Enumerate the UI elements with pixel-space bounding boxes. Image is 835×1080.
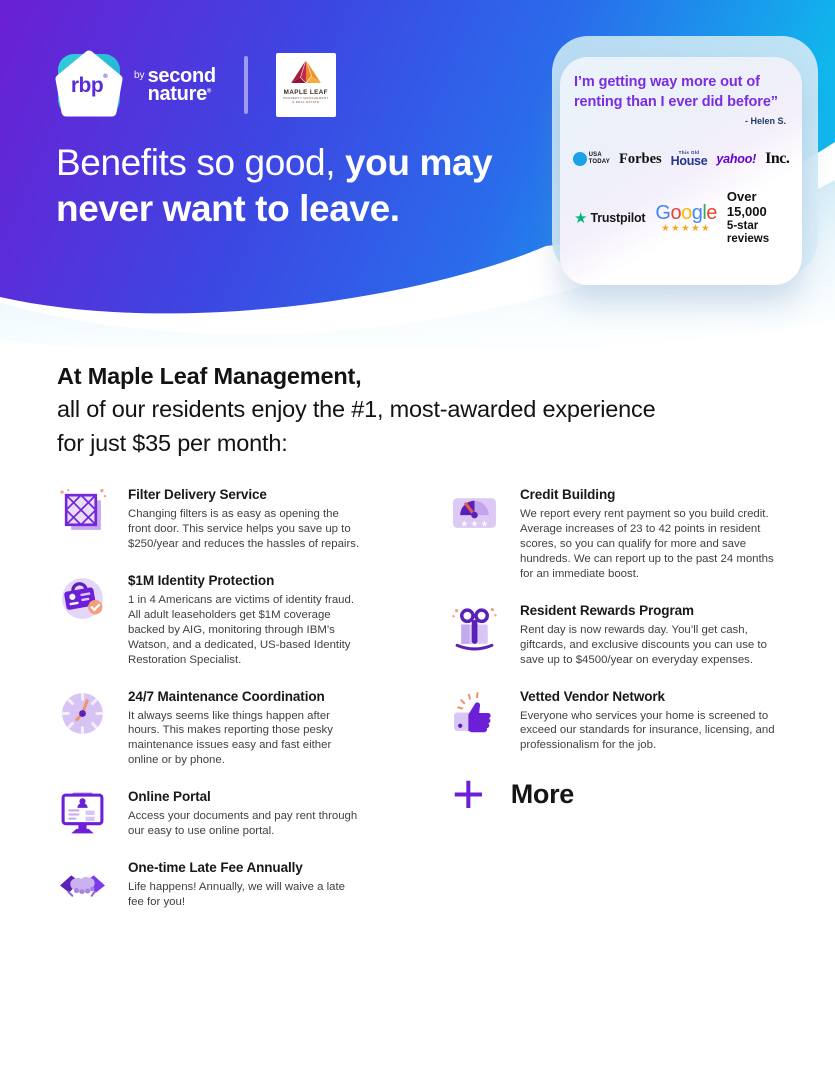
testimonial-attribution: - Helen S. bbox=[744, 116, 786, 126]
intro-line1: At Maple Leaf Management, bbox=[57, 363, 362, 389]
review-count: Over 15,000 5-star reviews bbox=[726, 189, 788, 246]
benefit-identity-protection: $1M Identity Protection 1 in 4 Americans… bbox=[58, 573, 360, 668]
gift-icon bbox=[450, 603, 499, 652]
intro-heading: At Maple Leaf Management, all of our res… bbox=[57, 360, 747, 460]
benefit-title: Credit Building bbox=[520, 487, 616, 502]
rbp-logo-text: rbp® bbox=[70, 74, 108, 97]
benefit-title: Vetted Vendor Network bbox=[520, 688, 665, 704]
clock-icon bbox=[58, 689, 107, 738]
hero-headline: Benefits so good, you may never want to … bbox=[56, 140, 596, 232]
benefit-text: Access your documents and pay rent throu… bbox=[128, 810, 358, 838]
usa-today-circle-icon bbox=[572, 152, 587, 166]
benefit-title: 24/7 Maintenance Coordination bbox=[128, 688, 325, 704]
benefit-text: It always seems like things happen after… bbox=[128, 709, 333, 767]
google-logo: Google ★★★★★ bbox=[655, 203, 717, 234]
benefit-rewards: Resident Rewards Program Rent day is now… bbox=[450, 603, 780, 668]
benefit-text: 1 in 4 Americans are victims of identity… bbox=[128, 593, 355, 666]
this-old-house-small-text: This Old bbox=[678, 149, 700, 155]
this-old-house-big-text: House bbox=[670, 153, 708, 168]
forbes-logo: Forbes bbox=[618, 150, 662, 167]
benefit-text: Rent day is now rewards day. You’ll get … bbox=[520, 623, 767, 666]
rbp-logo: rbp® bbox=[52, 48, 126, 122]
second-nature-logo: by second nature® bbox=[134, 64, 217, 105]
benefit-credit-building: ★ ★ ★ Credit Building We report every re… bbox=[450, 487, 780, 582]
testimonial-quote: I’m getting way more out of renting than… bbox=[574, 74, 778, 110]
benefit-text: We report every rent payment so you buil… bbox=[520, 508, 774, 580]
this-old-house-logo: This Old House bbox=[670, 149, 708, 168]
benefit-title: Filter Delivery Service bbox=[128, 487, 267, 502]
registered-mark: ® bbox=[103, 74, 108, 80]
media-logos-row: USA TODAY Forbes This Old House yahoo! I… bbox=[572, 149, 790, 168]
thumbs-up-icon bbox=[450, 689, 499, 738]
maple-leaf-subtitle1: PROPERTY MANAGEMENT bbox=[282, 96, 329, 100]
google-letter: o bbox=[670, 201, 682, 224]
credit-gauge-icon: ★ ★ ★ bbox=[450, 487, 499, 536]
yahoo-logo: yahoo! bbox=[716, 152, 757, 166]
online-portal-icon bbox=[58, 789, 107, 838]
headline-bold2: never want to leave. bbox=[56, 187, 400, 229]
by-text: by bbox=[134, 69, 145, 81]
benefit-title: Resident Rewards Program bbox=[520, 602, 694, 618]
usa-today-logo: USA TODAY bbox=[572, 152, 610, 166]
benefits-column-right: ★ ★ ★ Credit Building We report every re… bbox=[450, 487, 780, 826]
benefit-text: Changing filters is as easy as opening t… bbox=[128, 508, 360, 550]
maple-leaf-logo: MAPLE LEAF PROPERTY MANAGEMENT & REAL ES… bbox=[275, 53, 336, 117]
benefit-title: Online Portal bbox=[128, 789, 211, 805]
intro-line2: all of our residents enjoy the #1, most-… bbox=[57, 396, 656, 423]
intro-line3: for just $35 per month: bbox=[57, 429, 288, 456]
testimonial-card: I’m getting way more out of renting than… bbox=[560, 57, 802, 285]
benefit-maintenance: 24/7 Maintenance Coordination It always … bbox=[58, 689, 360, 769]
air-filter-icon bbox=[58, 487, 107, 536]
google-letter: o bbox=[681, 201, 692, 224]
brand-line1: second bbox=[147, 64, 217, 87]
maple-leaf-subtitle2: & REAL ESTATE bbox=[292, 100, 320, 105]
svg-text:★ ★ ★: ★ ★ ★ bbox=[460, 518, 488, 528]
trustpilot-logo: ★ Trustpilot bbox=[574, 209, 646, 227]
benefits-column-left: Filter Delivery Service Changing filters… bbox=[58, 487, 360, 931]
maple-leaf-name: MAPLE LEAF bbox=[283, 89, 328, 96]
usa-today-line1: USA bbox=[588, 152, 602, 159]
logo-row: rbp® by second nature® MAPLE LEAF PROPER… bbox=[52, 48, 336, 122]
benefit-filter-delivery: Filter Delivery Service Changing filters… bbox=[58, 487, 360, 552]
review-count-line2: 5-star reviews bbox=[726, 219, 770, 246]
plus-icon: + bbox=[452, 762, 485, 826]
review-count-line1: Over 15,000 bbox=[726, 189, 767, 219]
handshake-icon bbox=[58, 860, 107, 909]
brand-line2: nature® bbox=[147, 83, 212, 105]
trustpilot-star-icon: ★ bbox=[574, 209, 588, 227]
benefit-online-portal: Online Portal Access your documents and … bbox=[58, 789, 360, 839]
inc-logo: Inc. bbox=[765, 150, 790, 167]
benefit-title: One-time Late Fee Annually bbox=[128, 860, 303, 876]
id-protection-icon bbox=[58, 573, 107, 622]
five-stars-icon: ★★★★★ bbox=[661, 222, 712, 234]
reviews-row: ★ Trustpilot Google ★★★★★ Over 15,000 5-… bbox=[574, 189, 788, 246]
benefit-text: Life happens! Annually, we will waive a … bbox=[128, 881, 345, 909]
usa-today-line2: TODAY bbox=[588, 159, 610, 165]
benefit-text: Everyone who services your home is scree… bbox=[520, 709, 775, 752]
benefit-vendor-network: Vetted Vendor Network Everyone who servi… bbox=[450, 689, 780, 754]
more-benefits: + More bbox=[450, 762, 780, 826]
trustpilot-label: Trustpilot bbox=[590, 211, 646, 226]
headline-bold1: you may bbox=[345, 142, 493, 183]
more-label: More bbox=[510, 778, 575, 809]
registered-mark: ® bbox=[206, 88, 212, 95]
google-letter: e bbox=[706, 201, 717, 224]
maple-leaf-house-icon bbox=[290, 58, 322, 84]
benefit-late-fee: One-time Late Fee Annually Life happens!… bbox=[58, 860, 360, 910]
google-letter: g bbox=[691, 201, 703, 224]
logo-divider bbox=[243, 56, 248, 114]
headline-light: Benefits so good, bbox=[56, 142, 345, 183]
rbp-pentagon-shape bbox=[55, 50, 123, 117]
google-letter: G bbox=[655, 201, 671, 224]
benefit-title: $1M Identity Protection bbox=[128, 572, 275, 588]
google-letter: l bbox=[702, 201, 707, 224]
